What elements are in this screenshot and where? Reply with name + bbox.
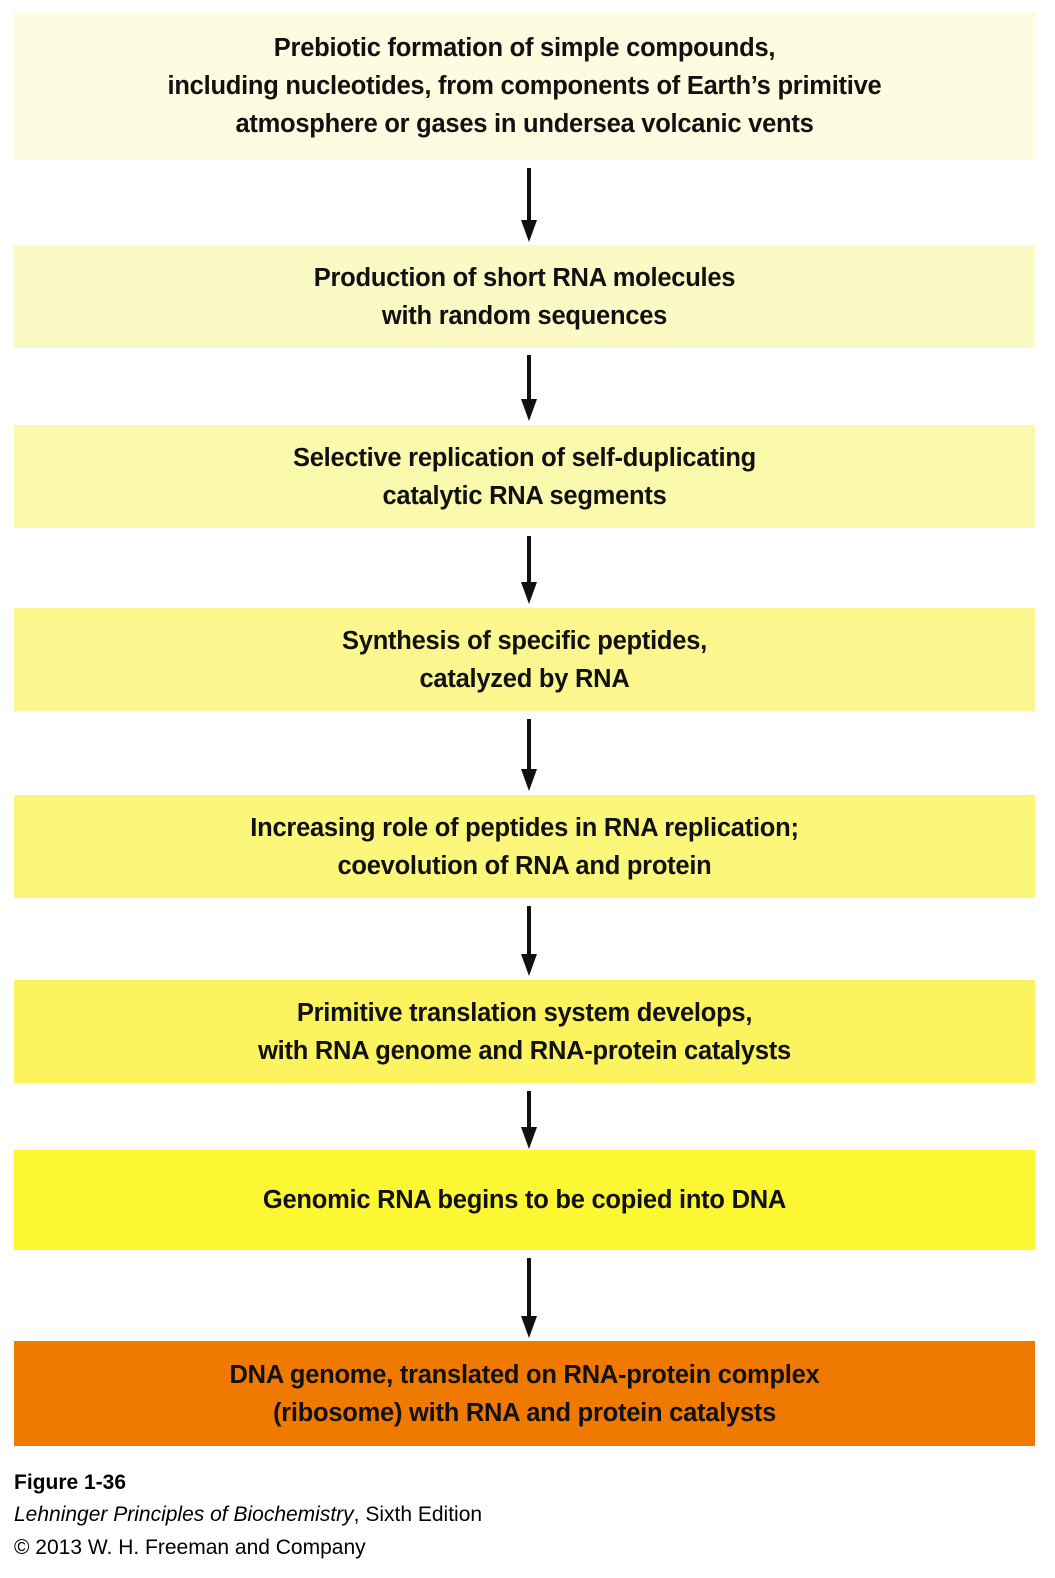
flow-node-2-line-2: with random sequences xyxy=(381,301,668,330)
flow-node-1-line-1: Prebiotic formation of simple compounds, xyxy=(273,34,776,62)
flow-node-5-line-2: coevolution of RNA and protein xyxy=(337,851,712,880)
flow-node-6: Primitive translation system develops, w… xyxy=(14,980,1035,1083)
flow-arrow-4 xyxy=(520,719,538,791)
caption-edition: , Sixth Edition xyxy=(353,1503,483,1526)
flow-node-5: Increasing role of peptides in RNA repli… xyxy=(14,795,1035,898)
flow-arrow-7 xyxy=(520,1258,538,1338)
flow-node-2-line-1: Production of short RNA molecules xyxy=(313,263,736,292)
flow-arrow-2 xyxy=(520,355,538,421)
flow-node-6-line-2: with RNA genome and RNA-protein catalyst… xyxy=(258,1036,791,1065)
flow-node-3-line-2: catalytic RNA segments xyxy=(382,481,667,510)
caption-source-title: Lehninger Principles of Biochemistry, Si… xyxy=(14,1498,1035,1531)
flow-node-4: Synthesis of specific peptides, catalyze… xyxy=(14,608,1035,711)
flow-arrow-1 xyxy=(520,168,538,242)
caption-copyright: © 2013 W. H. Freeman and Company xyxy=(14,1536,366,1559)
flow-node-2: Production of short RNA molecules with r… xyxy=(14,245,1035,348)
flow-node-1-line-3: atmosphere or gases in undersea volcanic… xyxy=(235,110,814,138)
flow-node-8: DNA genome, translated on RNA-protein co… xyxy=(14,1341,1035,1446)
flow-node-6-line-1: Primitive translation system develops, xyxy=(296,998,753,1027)
flow-node-3-line-1: Selective replication of self-duplicatin… xyxy=(292,443,757,472)
flow-node-8-line-1: DNA genome, translated on RNA-protein co… xyxy=(229,1360,820,1389)
flow-node-1-line-2: including nucleotides, from components o… xyxy=(167,72,882,100)
flow-node-7: Genomic RNA begins to be copied into DNA xyxy=(14,1150,1035,1250)
flow-arrow-3 xyxy=(520,536,538,604)
flow-node-5-line-1: Increasing role of peptides in RNA repli… xyxy=(250,813,799,842)
flow-node-3: Selective replication of self-duplicatin… xyxy=(14,425,1035,528)
flow-node-4-line-1: Synthesis of specific peptides, xyxy=(342,626,707,655)
flow-node-4-line-2: catalyzed by RNA xyxy=(419,664,630,693)
caption-figure-number: Figure 1-36 xyxy=(14,1471,127,1494)
figure-caption: Figure 1-36 Lehninger Principles of Bioc… xyxy=(14,1468,1035,1564)
flow-node-7-line-1: Genomic RNA begins to be copied into DNA xyxy=(262,1186,787,1214)
flow-arrow-5 xyxy=(520,906,538,976)
caption-book-title: Lehninger Principles of Biochemistry xyxy=(14,1503,354,1526)
flow-node-8-line-2: (ribosome) with RNA and protein catalyst… xyxy=(272,1398,777,1427)
flow-arrow-6 xyxy=(520,1091,538,1149)
flow-node-1: Prebiotic formation of simple compounds,… xyxy=(14,12,1035,160)
